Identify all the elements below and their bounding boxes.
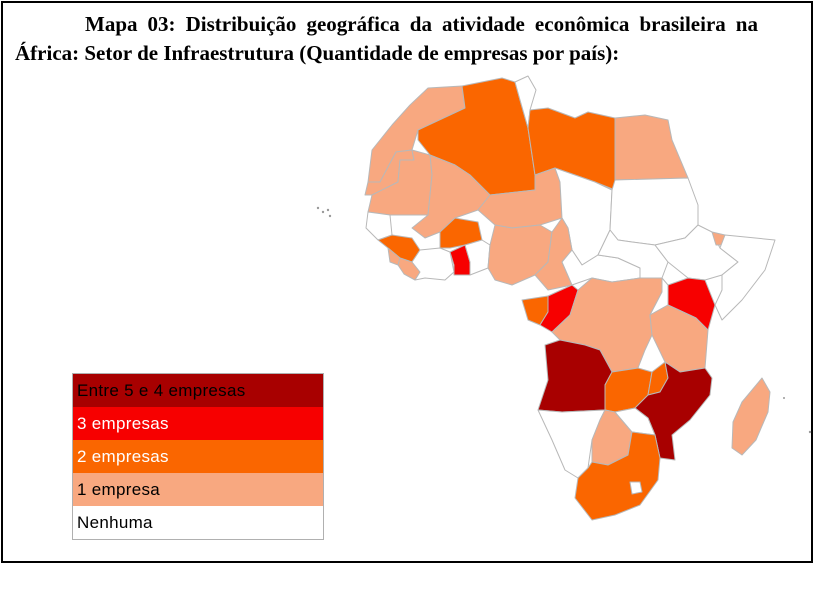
region-madagascar — [731, 377, 771, 456]
region-south-africa — [574, 431, 661, 521]
region-egypt — [614, 114, 689, 181]
legend-label: Nenhuma — [77, 513, 153, 532]
region-sudan — [609, 177, 699, 246]
legend-item: Nenhuma — [73, 506, 323, 539]
legend-item: 1 empresa — [73, 473, 323, 506]
legend-label: Entre 5 e 4 empresas — [77, 381, 246, 400]
legend-label: 3 empresas — [77, 414, 169, 433]
region-angola — [537, 339, 613, 413]
region-lesotho — [629, 481, 643, 495]
small-islands — [316, 206, 812, 434]
map-legend: Entre 5 e 4 empresas 3 empresas 2 empres… — [72, 373, 324, 540]
map-number: Mapa 03: — [85, 12, 176, 36]
legend-item: 2 empresas — [73, 440, 323, 473]
legend-item: Entre 5 e 4 empresas — [73, 374, 323, 407]
region-drc — [551, 277, 663, 373]
legend-item: 3 empresas — [73, 407, 323, 440]
region-mozambique — [634, 361, 713, 461]
region-zimbabwe — [614, 407, 656, 436]
legend-label: 2 empresas — [77, 447, 169, 466]
region-somalia — [714, 234, 776, 321]
region-senegal — [365, 211, 393, 241]
map-title: Mapa 03: Distribuição geográfica da ativ… — [15, 10, 758, 68]
map-title-text: Distribuição geográfica da atividade eco… — [15, 12, 758, 65]
region-cote-divoire — [411, 247, 455, 281]
region-namibia — [537, 409, 606, 479]
legend-label: 1 empresa — [77, 480, 161, 499]
